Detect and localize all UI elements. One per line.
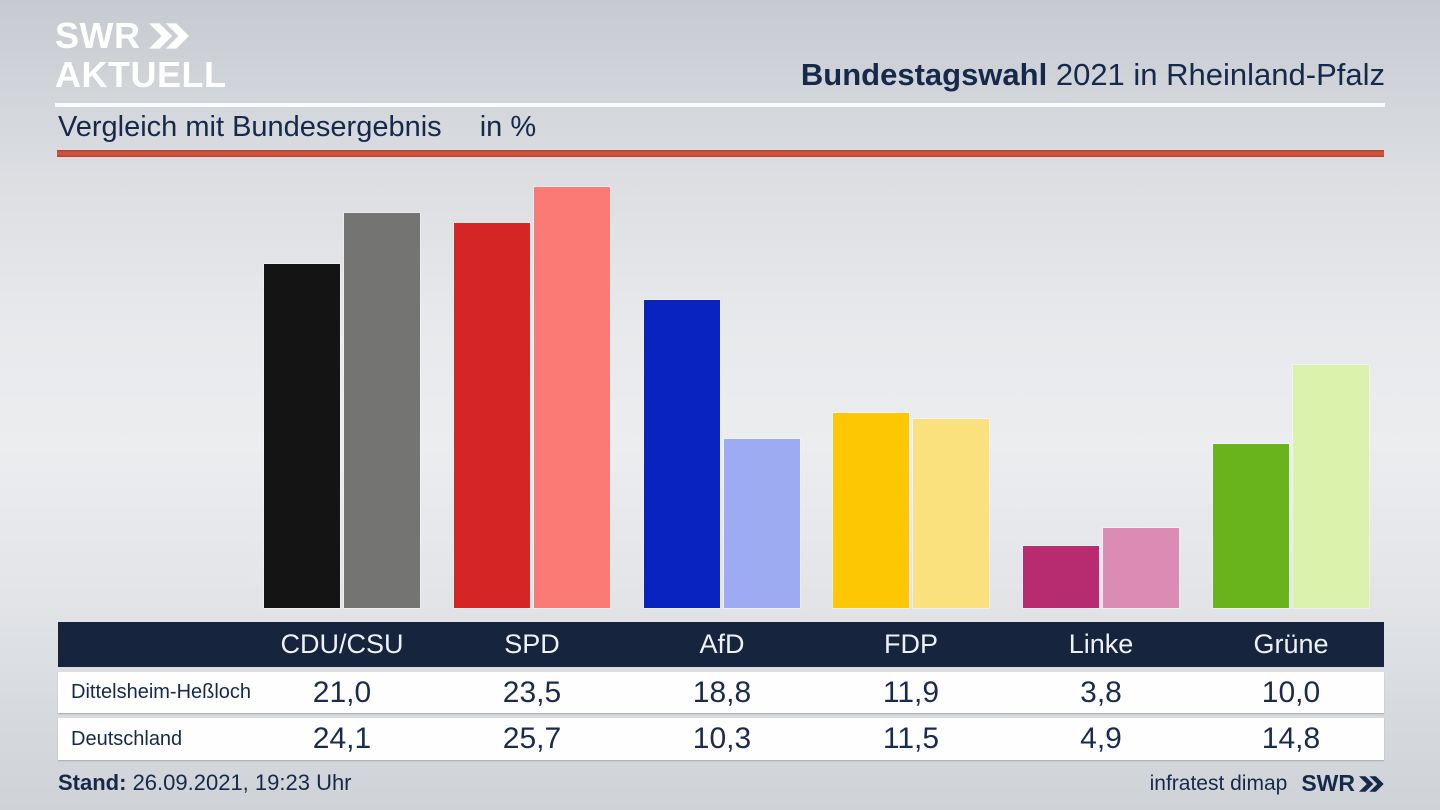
bar-group-fdp — [833, 413, 989, 608]
row-label-deutschland: Deutschland — [71, 727, 183, 750]
bar-fdp-deutschland — [913, 419, 989, 608]
double-chevron-icon — [148, 22, 191, 49]
value-deutschland-gruene: 14,8 — [1261, 722, 1321, 755]
value-dittelsheim-afd: 18,8 — [692, 676, 752, 709]
bar-linke-deutschland — [1103, 528, 1179, 608]
column-header-afd: AfD — [699, 629, 745, 659]
brand-double-chevron-icon — [1359, 775, 1385, 792]
bar-cdu-csu-dittelsheim — [264, 264, 340, 608]
bar-spd-dittelsheim — [454, 223, 530, 608]
value-deutschland-afd: 10,3 — [692, 722, 752, 755]
column-header-linke: Linke — [1068, 629, 1134, 659]
chart-subtitle: Vergleich mit Bundesergebnis in % — [58, 111, 536, 144]
source-name: infratest dimap — [1149, 771, 1288, 795]
value-dittelsheim-gruene: 10,0 — [1261, 676, 1321, 709]
source-attribution: infratest dimap SWR — [1150, 770, 1385, 797]
value-deutschland-linke: 4,9 — [1080, 722, 1122, 755]
bar-group-linke — [1023, 528, 1179, 608]
bar-spd-deutschland — [534, 187, 610, 608]
bar-group-afd — [644, 300, 800, 608]
value-dittelsheim-cdu-csu: 21,0 — [312, 676, 372, 709]
table-row-deutschland: Deutschland 24,1 25,7 10,3 11,5 4,9 14,8 — [58, 718, 1384, 760]
timestamp-label: Stand: — [58, 770, 127, 795]
value-dittelsheim-fdp: 11,9 — [882, 676, 940, 709]
bar-cdu-csu-deutschland — [344, 213, 420, 608]
logo-text-aktuell: AKTUELL — [55, 54, 227, 95]
column-header-gruene: Grüne — [1253, 629, 1329, 659]
column-header-cdu-csu: CDU/CSU — [280, 629, 404, 659]
bar-group-gruene — [1213, 365, 1369, 608]
bar-afd-dittelsheim — [644, 300, 720, 608]
bar-linke-dittelsheim — [1023, 546, 1099, 608]
bar-group-cdu-csu — [264, 213, 420, 608]
swr-brand-mark: SWR — [1301, 770, 1385, 797]
value-deutschland-fdp: 11,5 — [882, 722, 940, 755]
swr-aktuell-logo: SWR AKTUELL — [55, 16, 226, 94]
value-deutschland-spd: 25,7 — [502, 722, 562, 755]
bar-group-spd — [454, 187, 610, 608]
bar-gruene-dittelsheim — [1213, 444, 1289, 608]
page-title: Bundestagswahl 2021 in Rheinland-Pfalz — [801, 57, 1385, 93]
timestamp-value: 26.09.2021, 19:23 Uhr — [126, 770, 352, 795]
timestamp: Stand: 26.09.2021, 19:23 Uhr — [58, 770, 352, 796]
value-dittelsheim-linke: 3,8 — [1080, 676, 1122, 709]
row-label-dittelsheim: Dittelsheim-Heßloch — [71, 681, 252, 703]
value-deutschland-cdu-csu: 24,1 — [312, 722, 372, 755]
logo-text-swr: SWR — [55, 15, 141, 56]
chart-subtitle-text: Vergleich mit Bundesergebnis — [58, 111, 442, 143]
value-dittelsheim-spd: 23,5 — [502, 676, 562, 709]
table-header-row: CDU/CSU SPD AfD FDP Linke Grüne — [58, 622, 1384, 667]
page-title-bold: Bundestagswahl — [800, 57, 1048, 92]
page-title-rest: 2021 in Rheinland-Pfalz — [1047, 57, 1385, 92]
bar-afd-deutschland — [724, 439, 800, 608]
brand-text: SWR — [1301, 770, 1355, 796]
bar-chart — [0, 156, 1440, 608]
column-header-spd: SPD — [504, 629, 560, 659]
bar-gruene-deutschland — [1293, 365, 1369, 608]
header-divider-line — [55, 103, 1385, 107]
accent-divider-line — [57, 150, 1384, 157]
column-header-fdp: FDP — [884, 629, 938, 659]
table-row-dittelsheim: Dittelsheim-Heßloch 21,0 23,5 18,8 11,9 … — [58, 672, 1384, 713]
chart-unit-label: in % — [479, 111, 537, 143]
bar-fdp-dittelsheim — [833, 413, 909, 608]
